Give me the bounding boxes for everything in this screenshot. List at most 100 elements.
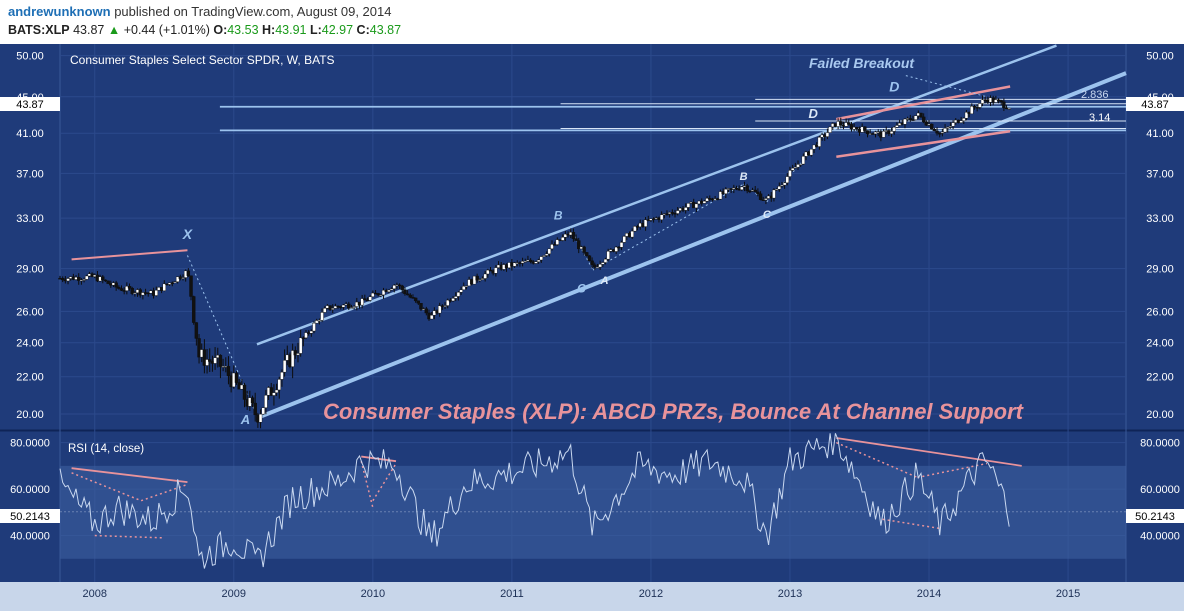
- candle-body: [523, 261, 527, 263]
- candle-body: [202, 349, 207, 366]
- candle-body: [938, 133, 942, 135]
- candle-body: [1002, 101, 1006, 109]
- candle-body: [758, 193, 763, 200]
- candle-body: [82, 279, 86, 281]
- time-tick-label: 2008: [83, 588, 107, 600]
- candle-body: [740, 186, 744, 190]
- published-text: published on TradingView.com, August 09,…: [114, 4, 392, 19]
- candle-body: [948, 126, 953, 128]
- time-axis[interactable]: [0, 582, 1184, 611]
- price-axis[interactable]: [1126, 44, 1184, 582]
- candle-body: [293, 350, 298, 356]
- price-tick-label: 20.00: [1146, 409, 1174, 421]
- candle-body: [847, 122, 851, 125]
- candle-body: [951, 122, 955, 127]
- candle-body: [360, 298, 364, 306]
- symbol-label[interactable]: BATS:XLP: [8, 23, 70, 37]
- price-tick-label-left: 41.00: [16, 128, 44, 140]
- candle-body: [978, 103, 982, 108]
- rsi-tick-label: 80.0000: [1140, 438, 1180, 450]
- last-price: 43.87: [73, 23, 105, 37]
- high-value: 43.91: [275, 23, 307, 37]
- candle-body: [595, 266, 600, 269]
- rsi-tick-label-left: 80.0000: [10, 438, 50, 450]
- rsi-value-tag-left: [0, 509, 60, 523]
- candle-body: [940, 131, 945, 134]
- pattern-label-c: C: [763, 209, 772, 221]
- candle-body: [464, 285, 469, 288]
- candle-body: [317, 319, 322, 322]
- candle-body: [593, 264, 597, 268]
- candle-body: [972, 106, 977, 108]
- rsi-tick-label: 60.0000: [1140, 484, 1180, 496]
- candle-body: [312, 322, 316, 332]
- candle-body: [103, 279, 108, 282]
- candle-body: [101, 276, 105, 281]
- candle-body: [574, 238, 578, 241]
- candle-body: [683, 207, 688, 211]
- close-value: 43.87: [369, 23, 402, 37]
- close-label: C:: [356, 23, 370, 37]
- candle-body: [908, 118, 913, 120]
- pattern-label-c: C: [577, 281, 586, 295]
- candle-body: [534, 261, 538, 264]
- pattern-label-a: A: [240, 412, 250, 427]
- failed-breakout-annotation[interactable]: Failed Breakout: [809, 55, 915, 71]
- candle-body: [77, 276, 81, 281]
- candle-body: [528, 259, 533, 262]
- drawing-tools[interactable]: [71, 44, 1127, 539]
- rsi-tick-label-left: 40.0000: [10, 531, 50, 543]
- candle-body: [416, 300, 421, 304]
- candle-body: [85, 275, 89, 280]
- candle-body: [331, 308, 335, 310]
- price-pane[interactable]: [60, 44, 1126, 430]
- open-label: O:: [213, 23, 228, 37]
- pattern-label-d: D: [808, 106, 818, 121]
- low-label: L:: [309, 23, 322, 37]
- candle-body: [659, 214, 664, 220]
- rsi-div-dotted: [917, 462, 988, 479]
- candle-body: [379, 294, 383, 297]
- candle-body: [368, 296, 372, 301]
- rsi-div-dotted: [94, 534, 165, 539]
- candle-body: [753, 189, 757, 193]
- candle-body: [959, 120, 963, 123]
- up-arrow-icon: ▲: [107, 23, 121, 37]
- candle-body: [405, 293, 410, 296]
- last-price-tag-text: 43.87: [1141, 99, 1169, 111]
- candle-body: [456, 292, 461, 297]
- candle-body: [943, 128, 947, 133]
- candle-body: [932, 129, 937, 132]
- candle-body: [197, 338, 201, 358]
- candle-body: [323, 307, 327, 313]
- candle-body: [686, 203, 691, 208]
- pattern-label-d: D: [889, 79, 899, 95]
- wedge-upper-line: [836, 85, 1011, 121]
- left-axis[interactable]: [0, 44, 60, 582]
- price-tick-label-left: 29.00: [16, 264, 44, 276]
- candle-body: [264, 394, 268, 408]
- candle-body: [296, 353, 300, 356]
- candle-body: [250, 397, 255, 404]
- candle-body: [552, 244, 557, 246]
- candle-body: [560, 237, 565, 241]
- candle-body: [587, 255, 592, 262]
- candle-body: [141, 292, 145, 296]
- candle-body: [392, 285, 396, 290]
- price-tick-label-left: 20.00: [16, 409, 44, 421]
- chart-headline-annotation[interactable]: Consumer Staples (XLP): ABCD PRZs, Bounc…: [323, 399, 1025, 424]
- candle-body: [892, 127, 896, 132]
- candle-body: [133, 292, 137, 294]
- candle-body: [280, 371, 284, 380]
- candle-body: [571, 232, 576, 239]
- candle-body: [542, 255, 546, 257]
- candle-body: [349, 307, 354, 309]
- annotation-layer[interactable]: X A B C B C A D D: [182, 79, 900, 427]
- author-link[interactable]: andrewunknown: [8, 4, 111, 19]
- candle-body: [919, 112, 923, 118]
- candle-body: [798, 163, 803, 166]
- candle-body: [590, 260, 594, 266]
- candle-body: [929, 123, 934, 130]
- price-tick-label: 50.00: [1146, 51, 1174, 63]
